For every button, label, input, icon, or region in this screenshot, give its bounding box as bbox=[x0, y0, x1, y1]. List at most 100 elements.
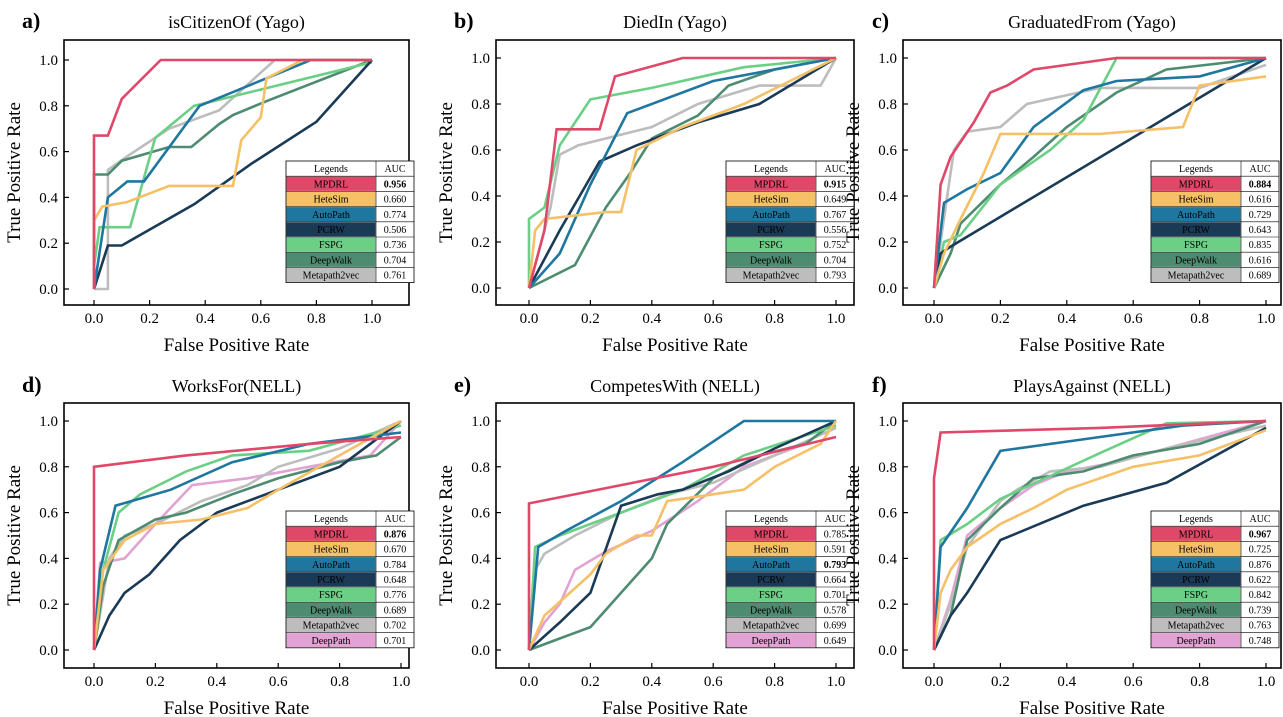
legend-swatch bbox=[286, 572, 376, 587]
y-tick-label: 0.0 bbox=[471, 643, 490, 659]
roc-line-hetesim bbox=[932, 428, 1267, 651]
x-tick-label: 0.0 bbox=[520, 674, 539, 690]
legend-swatch bbox=[286, 237, 376, 252]
legend-entry-name: DeepWalk bbox=[750, 605, 792, 616]
roc-line-metapath2vec bbox=[932, 63, 1267, 289]
x-tick-label: 1.0 bbox=[363, 311, 382, 327]
legend-table: Legends AUC MPDRL 0.884 HeteSim 0.616 AutoPath… bbox=[1150, 160, 1280, 283]
legend-table: Legends AUC MPDRL 0.785 HeteSim 0.591 AutoPath… bbox=[725, 510, 855, 649]
x-axis-label: False Positive Rate bbox=[164, 698, 310, 717]
legend-entry-name: DeepPath bbox=[1177, 636, 1216, 647]
legend-entry-auc: 0.736 bbox=[384, 240, 407, 251]
roc-line-hetesim bbox=[527, 420, 838, 651]
legend-entry-name: DeepWalk bbox=[750, 255, 792, 266]
legend-entry-name: DeepPath bbox=[312, 636, 351, 647]
roc-line-autopath bbox=[528, 56, 837, 289]
plot-frame bbox=[902, 39, 1282, 306]
y-tick-label: 0.2 bbox=[471, 597, 490, 613]
legend-swatch bbox=[726, 267, 816, 283]
legend-swatch bbox=[286, 207, 376, 222]
roc-line-mpdrl bbox=[932, 419, 1267, 650]
x-tick-label: 0.2 bbox=[581, 311, 600, 327]
legend-entry-name: FSPG bbox=[319, 240, 343, 251]
y-axis-label: True Positive Rate bbox=[436, 465, 457, 606]
roc-panel-1: a) isCitizenOf (Yago) 0.0 0.2 0.4 0.6 0.8 1.0 0.… bbox=[4, 8, 415, 356]
y-tick-label: 0.0 bbox=[39, 282, 58, 298]
legend-entry-name: HeteSim bbox=[1179, 195, 1214, 206]
legend-entry-auc: 0.556 bbox=[824, 225, 847, 236]
roc-line-mpdrl bbox=[932, 56, 1266, 289]
y-tick-label: 0.4 bbox=[878, 189, 897, 205]
legend-entry-name: HeteSim bbox=[754, 195, 789, 206]
roc-line-hetesim bbox=[932, 75, 1267, 289]
legend-entry-name: FSPG bbox=[1184, 590, 1208, 601]
y-tick-label: 0.2 bbox=[471, 235, 490, 251]
y-axis-label: True Positive Rate bbox=[843, 102, 864, 243]
y-tick-label: 1.0 bbox=[471, 414, 490, 430]
legend-entry-name: AutoPath bbox=[752, 210, 790, 221]
legend-swatch bbox=[1151, 191, 1241, 207]
legend-entry-name: MPDRL bbox=[1179, 529, 1213, 540]
legend-swatch bbox=[1151, 617, 1241, 633]
x-tick-label: 0.2 bbox=[146, 674, 165, 690]
roc-panel-4: d) WorksFor(NELL) 0.0 0.2 0.4 0.6 0.8 1.0 0.0 0.2… bbox=[4, 372, 415, 717]
x-tick-label: 0.0 bbox=[925, 311, 944, 327]
legend-entry-auc: 0.776 bbox=[384, 590, 407, 601]
legend-entry-auc: 0.842 bbox=[1249, 590, 1272, 601]
y-tick-label: 0.2 bbox=[39, 236, 58, 252]
legend-swatch bbox=[726, 633, 816, 648]
y-tick-label: 0.0 bbox=[878, 281, 897, 297]
legend-entry-auc: 0.774 bbox=[384, 210, 407, 221]
legend-entry-name: PCRW bbox=[757, 225, 785, 236]
y-tick-label: 0.4 bbox=[471, 551, 490, 567]
y-tick-label: 0.6 bbox=[471, 143, 490, 159]
panel-title: GraduatedFrom (Yago) bbox=[1008, 12, 1176, 33]
legend-swatch bbox=[286, 222, 376, 237]
legend-entry-auc: 0.956 bbox=[384, 179, 407, 190]
legend-swatch bbox=[286, 267, 376, 283]
legend-entry-auc: 0.648 bbox=[384, 575, 407, 586]
legend-header-name: Legends bbox=[314, 514, 348, 525]
legend-swatch bbox=[726, 237, 816, 252]
y-tick-label: 1.0 bbox=[471, 51, 490, 67]
legend-entry-auc: 0.752 bbox=[824, 240, 847, 251]
legend-swatch bbox=[726, 526, 816, 541]
legend-entry-auc: 0.793 bbox=[824, 560, 847, 571]
x-tick-label: 1.0 bbox=[827, 311, 846, 327]
legend-table: Legends AUC MPDRL 0.915 HeteSim 0.649 AutoPath… bbox=[725, 160, 855, 283]
legend-entry-name: HeteSim bbox=[314, 545, 349, 556]
legend-entry-name: MPDRL bbox=[754, 179, 788, 190]
legend-entry-auc: 0.793 bbox=[824, 271, 847, 282]
legend-entry-auc: 0.967 bbox=[1249, 529, 1272, 540]
panel-label: b) bbox=[454, 8, 474, 33]
legend-entry-name: PCRW bbox=[317, 225, 345, 236]
panel-label: c) bbox=[872, 8, 889, 33]
legend-entry-name: FSPG bbox=[759, 590, 783, 601]
x-tick-label: 0.2 bbox=[140, 311, 159, 327]
legend-entry-auc: 0.739 bbox=[1249, 605, 1272, 616]
legend-swatch bbox=[1151, 176, 1241, 191]
y-tick-label: 0.6 bbox=[39, 506, 58, 522]
roc-line-mpdrl bbox=[527, 56, 836, 289]
legend-swatch bbox=[726, 572, 816, 587]
legend-swatch bbox=[286, 587, 376, 602]
roc-line-mpdrl bbox=[92, 435, 402, 650]
roc-panel-2: b) DiedIn (Yago) 0.0 0.2 0.4 0.6 0.8 1.0 0.0 0.2 0… bbox=[436, 8, 855, 356]
legend-entry-name: HeteSim bbox=[1179, 545, 1214, 556]
roc-line-fspg bbox=[527, 56, 837, 288]
x-tick-label: 0.2 bbox=[581, 674, 600, 690]
legend-header-name: Legends bbox=[314, 164, 348, 175]
x-tick-label: 0.6 bbox=[269, 674, 288, 690]
legend-swatch bbox=[726, 557, 816, 572]
legend-entry-name: PCRW bbox=[1182, 225, 1210, 236]
legend-entry-name: Metapath2vec bbox=[1168, 271, 1225, 282]
x-tick-label: 0.6 bbox=[251, 311, 270, 327]
y-tick-label: 0.0 bbox=[471, 281, 490, 297]
legend-entry-auc: 0.649 bbox=[824, 636, 847, 647]
panel-title: isCitizenOf (Yago) bbox=[168, 12, 305, 33]
legend-header-auc: AUC bbox=[384, 164, 405, 175]
roc-line-pcrw bbox=[92, 59, 373, 290]
legend-entry-auc: 0.643 bbox=[1249, 225, 1272, 236]
legend-entry-auc: 0.649 bbox=[824, 195, 847, 206]
